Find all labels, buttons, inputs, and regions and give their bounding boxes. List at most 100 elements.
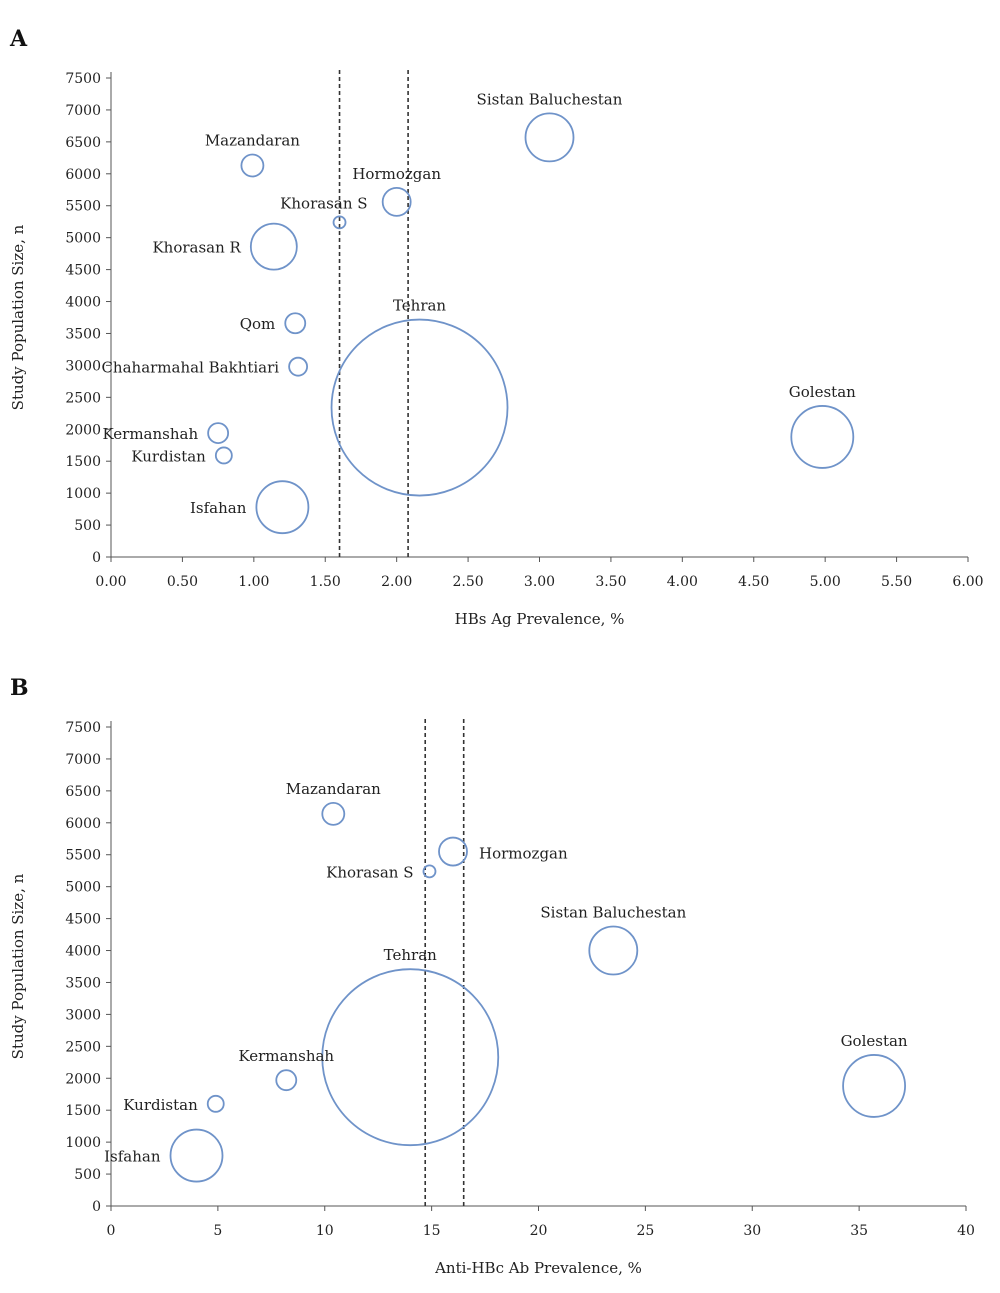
bubble-label: Isfahan <box>190 499 247 517</box>
bubble-label: Hormozgan <box>352 165 441 183</box>
bubble <box>206 1094 225 1113</box>
chart-b: 0 500 1000 1500 2000 2500 3000 3500 4000 4500 5000… <box>9 719 975 1277</box>
y-tick-label: 4000 <box>65 295 101 311</box>
y-tick-label: 0 <box>92 550 101 566</box>
y-axis-title: Study Population Size, n <box>9 873 27 1059</box>
bubble <box>321 968 500 1147</box>
y-tick-label: 3500 <box>65 975 101 991</box>
y-tick-label: 2500 <box>65 1039 101 1055</box>
x-tick-label: 25 <box>636 1223 654 1239</box>
x-tick-label: 3.50 <box>595 574 626 590</box>
bubble-label: Isfahan <box>104 1148 161 1166</box>
y-tick-label: 7500 <box>65 720 101 736</box>
y-tick-label: 500 <box>74 1167 101 1183</box>
bubble <box>240 153 265 178</box>
bubble <box>321 801 346 826</box>
bubble <box>275 1069 298 1092</box>
x-tick-label: 5.50 <box>881 574 912 590</box>
y-tick-label: 6500 <box>65 135 101 151</box>
y-tick-label: 4500 <box>65 263 101 279</box>
y-tick-label: 2500 <box>65 390 101 406</box>
x-tick-label: 5 <box>213 1223 222 1239</box>
y-tick-label: 2000 <box>65 422 101 438</box>
bubble <box>842 1054 906 1118</box>
bubble-label: Kermanshah <box>238 1047 334 1065</box>
y-tick-label: 1000 <box>65 1135 101 1151</box>
bubble-label: Kermanshah <box>102 425 198 443</box>
x-tick-label: 35 <box>850 1223 868 1239</box>
bubble <box>288 356 309 377</box>
x-tick-label: 0.00 <box>95 574 126 590</box>
bubble-label: Kurdistan <box>131 447 206 465</box>
x-tick-label: 10 <box>316 1223 334 1239</box>
x-tick-label: 4.50 <box>738 574 769 590</box>
bubble <box>381 187 412 217</box>
x-tick-label: 30 <box>743 1223 761 1239</box>
bubble-label: Sistan Baluchestan <box>540 904 686 922</box>
y-tick-label: 6000 <box>65 167 101 183</box>
y-tick-label: 3000 <box>65 358 101 374</box>
y-tick-label: 1000 <box>65 486 101 502</box>
x-tick-label: 1.50 <box>310 574 341 590</box>
x-tick-label: 5.00 <box>810 574 841 590</box>
y-tick-label: 6500 <box>65 784 101 800</box>
bubble <box>284 312 307 335</box>
y-tick-label: 1500 <box>65 454 101 470</box>
bubble-label: Qom <box>240 315 276 333</box>
y-tick-label: 5000 <box>65 880 101 896</box>
bubble <box>169 1128 224 1183</box>
x-tick-label: 4.00 <box>667 574 698 590</box>
x-tick-label: 15 <box>423 1223 441 1239</box>
x-tick-label: 2.00 <box>381 574 412 590</box>
bubble <box>588 925 639 976</box>
bubble-label: Mazandaran <box>286 780 381 798</box>
bubble <box>330 318 509 497</box>
y-tick-label: 5500 <box>65 199 101 215</box>
bubble <box>255 480 310 535</box>
x-tick-label: 2.50 <box>452 574 483 590</box>
y-tick-label: 1500 <box>65 1103 101 1119</box>
y-tick-label: 5000 <box>65 231 101 247</box>
bubble <box>524 112 575 163</box>
x-tick-label: 40 <box>957 1223 975 1239</box>
y-tick-label: 6000 <box>65 816 101 832</box>
x-tick-label: 0 <box>107 1223 116 1239</box>
bubble-label: Golestan <box>789 383 856 401</box>
bubble <box>207 422 230 444</box>
bubble-label: Golestan <box>841 1032 908 1050</box>
bubble <box>249 222 298 271</box>
y-tick-label: 0 <box>92 1199 101 1215</box>
bubble-label: Sistan Baluchestan <box>477 90 623 108</box>
x-tick-label: 0.50 <box>167 574 198 590</box>
panel-a-label: A <box>10 26 28 52</box>
x-tick-label: 3.00 <box>524 574 555 590</box>
bubble-label: Khorasan R <box>152 239 241 257</box>
chart-a: 0 500 1000 1500 2000 2500 3000 3500 4000 4500 5000… <box>9 70 984 628</box>
x-axis-title: HBs Ag Prevalence, % <box>455 610 625 628</box>
y-tick-label: 3500 <box>65 326 101 342</box>
bubble-label: Mazandaran <box>205 131 300 149</box>
y-tick-label: 4500 <box>65 912 101 928</box>
y-tick-label: 3000 <box>65 1007 101 1023</box>
y-tick-label: 4000 <box>65 944 101 960</box>
bubble <box>332 215 347 230</box>
bubble <box>214 446 233 465</box>
bubble-label: Kurdistan <box>123 1096 198 1114</box>
bubble-label: Khorasan S <box>280 194 367 212</box>
y-tick-label: 7000 <box>65 752 101 768</box>
bubble <box>422 864 437 879</box>
bubble-label: Tehran <box>393 297 446 315</box>
y-tick-label: 7500 <box>65 71 101 87</box>
x-tick-label: 1.00 <box>238 574 269 590</box>
y-tick-label: 500 <box>74 518 101 534</box>
bubble-label: Tehran <box>384 946 437 964</box>
bubble <box>438 836 468 867</box>
bubble <box>790 405 855 469</box>
bubble-label: Chaharmahal Bakhtiari <box>101 359 279 377</box>
y-tick-label: 5500 <box>65 848 101 864</box>
bubble-label: Khorasan S <box>326 863 413 881</box>
y-tick-label: 7000 <box>65 103 101 119</box>
x-axis-title: Anti-HBc Ab Prevalence, % <box>434 1259 642 1277</box>
bubble-label: Hormozgan <box>479 845 568 863</box>
panel-b-label: B <box>10 675 29 701</box>
